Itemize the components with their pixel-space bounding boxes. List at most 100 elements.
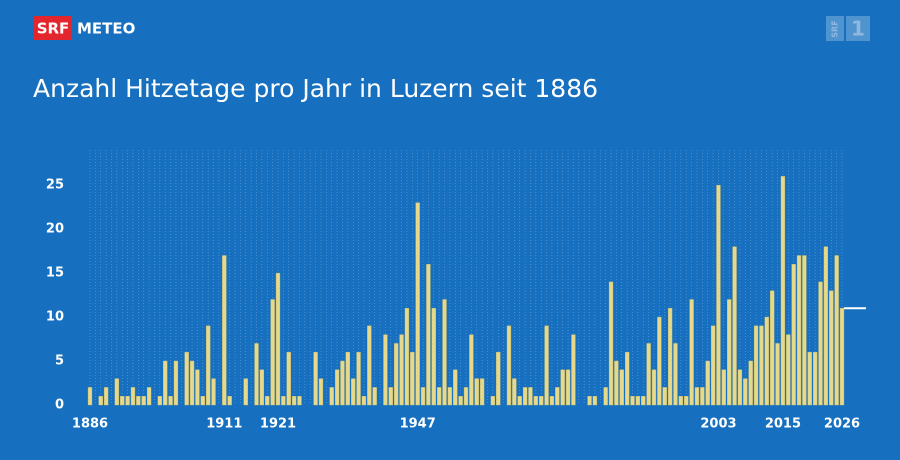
bar	[807, 352, 812, 406]
bar	[399, 334, 404, 406]
bar	[517, 396, 522, 406]
bar	[265, 396, 270, 406]
bar	[528, 387, 533, 406]
bar	[356, 352, 361, 406]
bar	[608, 281, 614, 406]
bar	[555, 387, 560, 406]
bar	[173, 360, 179, 406]
channel: SRF	[831, 20, 840, 37]
bar	[463, 387, 469, 406]
bar	[334, 369, 340, 406]
bar	[592, 396, 598, 406]
channel-number: 1	[851, 17, 865, 41]
bar	[345, 352, 350, 406]
bar	[184, 352, 189, 406]
x-tick-label: 1911	[206, 417, 242, 432]
bar	[437, 387, 442, 406]
bar	[469, 334, 474, 406]
bar	[678, 396, 683, 406]
bar	[146, 387, 152, 406]
y-tick-label: 15	[46, 266, 64, 281]
bar	[571, 334, 576, 406]
bar	[431, 308, 436, 406]
bar	[673, 343, 678, 406]
bar	[635, 396, 641, 406]
bar	[700, 387, 705, 406]
bar	[404, 308, 410, 406]
bar	[834, 255, 839, 406]
bar	[813, 352, 818, 406]
bar	[313, 352, 318, 406]
bar	[748, 360, 753, 406]
bar	[721, 369, 726, 406]
bar	[818, 281, 823, 406]
bar	[539, 396, 544, 406]
y-tick-label: 20	[46, 222, 64, 237]
bar	[732, 246, 737, 406]
bar	[163, 360, 168, 406]
bar	[189, 360, 195, 406]
y-tick-label: 5	[55, 354, 64, 369]
bar	[318, 378, 324, 406]
bar	[737, 369, 743, 406]
bar	[544, 325, 549, 406]
bar	[560, 369, 565, 406]
bar	[533, 396, 538, 406]
bar	[716, 184, 721, 406]
bar	[705, 360, 710, 406]
bar	[753, 325, 759, 406]
bar	[141, 396, 146, 406]
bar	[351, 378, 356, 406]
x-tick-label: 2003	[700, 417, 736, 432]
bar	[549, 396, 555, 406]
bar	[603, 387, 608, 406]
y-tick-label: 10	[46, 310, 64, 325]
bar	[286, 352, 291, 406]
product: METEO	[77, 20, 135, 38]
x-tick-label: 2026	[824, 417, 860, 432]
bar	[200, 396, 205, 406]
bar	[829, 290, 834, 406]
bar	[227, 396, 232, 406]
bar	[839, 308, 845, 406]
bar	[340, 360, 345, 406]
bar	[361, 396, 367, 406]
bar	[383, 334, 388, 406]
bar	[727, 299, 732, 406]
bar	[291, 396, 297, 406]
bar	[125, 396, 130, 406]
bar	[157, 396, 162, 406]
bar	[130, 387, 136, 406]
bar	[625, 352, 630, 406]
bar	[791, 264, 796, 406]
bar	[775, 343, 780, 406]
bar	[802, 255, 807, 406]
bar	[619, 369, 624, 406]
bar	[512, 378, 517, 406]
brand: SRF	[37, 20, 70, 38]
channel-badge	[826, 16, 844, 41]
bar	[780, 176, 786, 406]
bar	[667, 308, 673, 406]
bar	[565, 369, 571, 406]
bar	[372, 387, 377, 406]
bar	[710, 325, 716, 406]
bar	[479, 378, 485, 406]
bar	[641, 396, 646, 406]
bar	[447, 387, 453, 406]
bar	[136, 396, 141, 406]
bar	[388, 387, 393, 406]
bar	[786, 334, 791, 406]
bar	[770, 290, 775, 406]
bar	[426, 264, 431, 406]
bar	[587, 396, 592, 406]
bar	[98, 396, 103, 406]
bar	[367, 325, 372, 406]
bar	[329, 387, 334, 406]
bar	[506, 325, 512, 406]
bar	[114, 378, 119, 406]
bar	[275, 272, 281, 406]
bar	[823, 246, 829, 406]
bar	[453, 369, 458, 406]
